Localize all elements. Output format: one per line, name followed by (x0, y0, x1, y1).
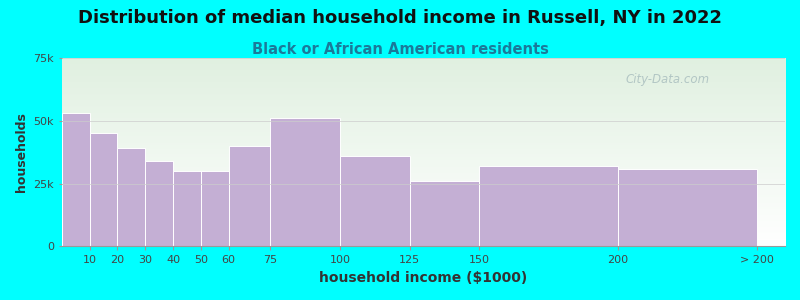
Bar (90, 134, 118, 246)
Bar (229, 146, 270, 246)
Bar (270, 118, 340, 246)
Y-axis label: households: households (15, 112, 28, 192)
X-axis label: household income ($1000): household income ($1000) (319, 271, 527, 285)
Bar (118, 148, 146, 246)
Text: Distribution of median household income in Russell, NY in 2022: Distribution of median household income … (78, 9, 722, 27)
Bar (173, 171, 201, 246)
Text: City-Data.com: City-Data.com (626, 73, 710, 86)
Bar (479, 166, 618, 246)
Bar (410, 181, 479, 246)
Bar (201, 171, 229, 246)
Bar (618, 169, 757, 246)
Text: Black or African American residents: Black or African American residents (251, 42, 549, 57)
Bar (340, 156, 410, 246)
Bar (146, 161, 173, 246)
Bar (62, 113, 90, 246)
